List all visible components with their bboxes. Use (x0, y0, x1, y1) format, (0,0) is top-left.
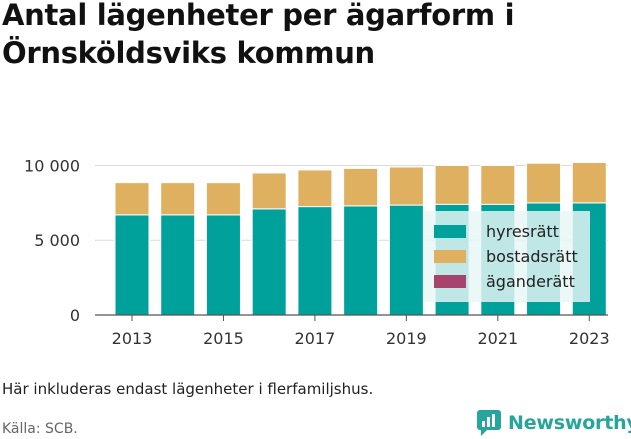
chart-title: Antal lägenheter per ägarform i Örnsköld… (2, 0, 515, 70)
x-tick-label: 2019 (386, 329, 427, 348)
bar-segment-2016-1 (251, 172, 287, 210)
bar-segment-2013-0 (114, 214, 150, 316)
newsworthy-brand[interactable]: Newsworthy (476, 408, 631, 438)
bar-segment-2016-0 (251, 208, 287, 316)
bar-segment-2021-1 (480, 164, 516, 205)
legend-swatch-hyresratt (434, 225, 466, 238)
bar-segment-2018-0 (343, 205, 379, 316)
bar-segment-2019-0 (388, 204, 424, 316)
legend-item-hyresratt[interactable]: hyresrätt (424, 219, 590, 244)
x-tick-label: 2015 (203, 329, 244, 348)
brand-name: Newsworthy (508, 412, 631, 434)
x-tick-label: 2023 (569, 329, 610, 348)
bar-segment-2018-1 (343, 167, 379, 207)
stacked-bar-chart: 0 5 000 10 000 2013 2015 2017 2019 2021 2023 (24, 156, 610, 348)
y-tick-label: 10 000 (24, 156, 80, 175)
chart-footnote: Här inkluderas endast lägenheter i flerf… (2, 380, 374, 398)
bar-segment-2017-1 (297, 169, 333, 208)
bar-segment-2022-1 (526, 162, 562, 204)
legend-item-bostadsratt[interactable]: bostadsrätt (424, 244, 590, 269)
legend-label-hyresratt: hyresrätt (486, 222, 559, 241)
x-tick-label: 2021 (477, 329, 518, 348)
bar-segment-2015-1 (205, 182, 241, 216)
bar-segment-2020-1 (434, 164, 470, 205)
bar-segment-2017-0 (297, 206, 333, 316)
bar-segment-2023-1 (571, 161, 607, 204)
y-tick-label: 0 (70, 306, 80, 325)
bar-segment-2014-0 (160, 214, 196, 316)
legend-swatch-bostadsratt (434, 250, 466, 263)
axes: 0 5 000 10 000 2013 2015 2017 2019 2021 2023 (24, 156, 610, 348)
bar-segment-2013-1 (114, 182, 150, 216)
bar-segment-2019-1 (388, 166, 424, 206)
bar-chart-speech-bubble-icon (477, 410, 501, 436)
legend-item-aganderatt[interactable]: äganderätt (424, 269, 590, 294)
chart-legend: hyresrätt bostadsrätt äganderätt (424, 211, 590, 302)
bar-segment-2014-1 (160, 182, 196, 216)
y-tick-label: 5 000 (34, 231, 80, 250)
x-tick-label: 2017 (295, 329, 336, 348)
x-tick-label: 2013 (112, 329, 153, 348)
legend-label-bostadsratt: bostadsrätt (486, 247, 578, 266)
bar-segment-2015-0 (205, 214, 241, 316)
legend-swatch-aganderatt (434, 275, 466, 288)
legend-label-aganderatt: äganderätt (486, 272, 575, 291)
source-credit: Källa: SCB. (2, 421, 78, 437)
